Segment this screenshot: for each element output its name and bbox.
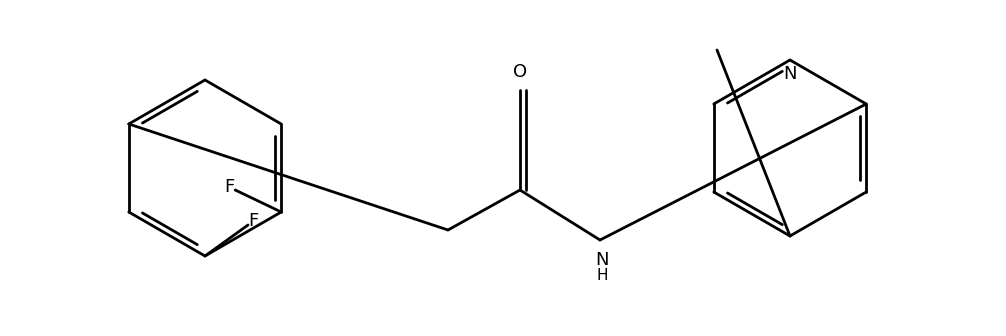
Text: N: N [784, 65, 797, 83]
Text: F: F [247, 212, 259, 230]
Text: F: F [224, 178, 234, 196]
Text: O: O [513, 63, 527, 81]
Text: N: N [596, 251, 609, 269]
Text: H: H [597, 268, 608, 284]
